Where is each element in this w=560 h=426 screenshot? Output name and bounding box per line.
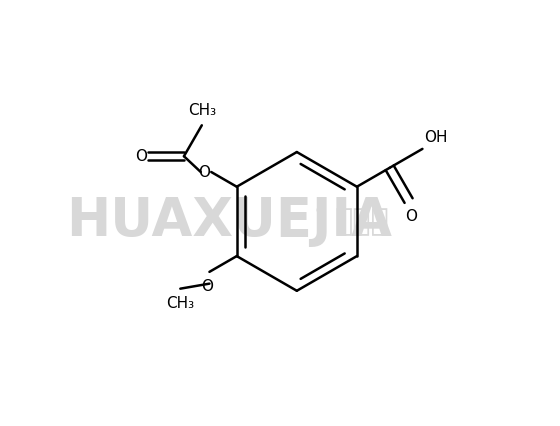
Text: HUAXUEJIA: HUAXUEJIA — [67, 196, 393, 248]
Text: O: O — [134, 149, 147, 164]
Text: CH₃: CH₃ — [188, 103, 216, 118]
Text: O: O — [405, 209, 417, 224]
Text: CH₃: CH₃ — [166, 296, 194, 311]
Text: OH: OH — [424, 130, 448, 145]
Text: 化学加: 化学加 — [335, 207, 389, 236]
Text: ®: ® — [315, 206, 325, 216]
Text: O: O — [198, 164, 209, 179]
Text: O: O — [202, 279, 213, 294]
